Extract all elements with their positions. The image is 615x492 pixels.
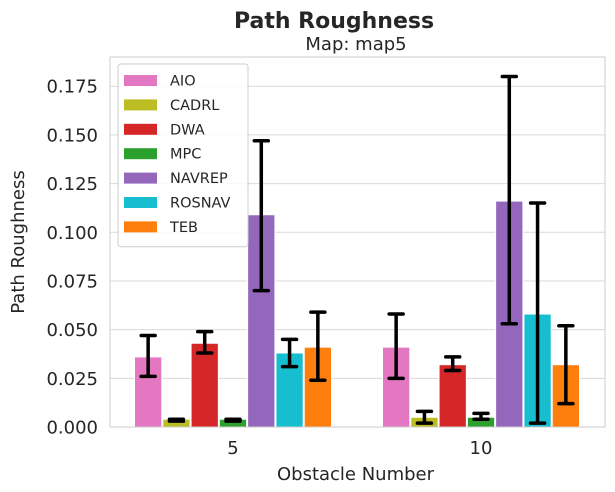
legend-label-dwa: DWA [170, 122, 205, 138]
legend-label-aio: AIO [170, 74, 196, 90]
legend: AIO CADRL DWA MPC NAVREP ROSNAV TEB [117, 63, 249, 248]
legend-swatch-aio [124, 75, 157, 86]
legend-label-teb: TEB [169, 220, 198, 236]
y-tick-label: 0.050 [46, 320, 98, 341]
legend-label-mpc: MPC [170, 147, 201, 163]
legend-label-cadrl: CADRL [170, 98, 219, 114]
legend-swatch-mpc [124, 148, 157, 160]
x-tick-label: 5 [227, 438, 238, 459]
chart-title: Path Roughness [234, 9, 434, 34]
y-tick-label: 0.075 [46, 271, 98, 292]
legend-swatch-teb [124, 221, 157, 233]
y-axis-ticks: 0.000 0.025 0.050 0.075 0.100 0.125 0.150 0.175 [46, 77, 98, 439]
bar-dwa-10 [438, 364, 467, 428]
y-tick-label: 0.150 [46, 125, 98, 146]
y-axis-label: Path Roughness [8, 170, 29, 313]
chart-subtitle: Map: map5 [305, 34, 406, 55]
x-axis-ticks: 5 10 [227, 438, 492, 459]
legend-label-navrep: NAVREP [170, 171, 228, 187]
x-axis-label: Obstacle Number [277, 464, 435, 485]
legend-label-rosnav: ROSNAV [170, 196, 231, 212]
y-tick-label: 0.125 [46, 174, 98, 195]
plot-frame [109, 56, 606, 428]
y-tick-label: 0.100 [46, 223, 98, 244]
y-tick-label: 0.000 [46, 418, 98, 439]
y-tick-label: 0.025 [46, 369, 98, 390]
x-tick-label: 10 [470, 438, 493, 459]
error-bars [139, 74, 575, 425]
legend-swatch-rosnav [124, 197, 157, 208]
legend-swatch-cadrl [124, 99, 157, 111]
y-tick-label: 0.175 [46, 77, 98, 98]
legend-swatch-navrep [124, 172, 157, 184]
legend-swatch-dwa [124, 123, 157, 135]
bar-dwa-5 [190, 342, 219, 428]
